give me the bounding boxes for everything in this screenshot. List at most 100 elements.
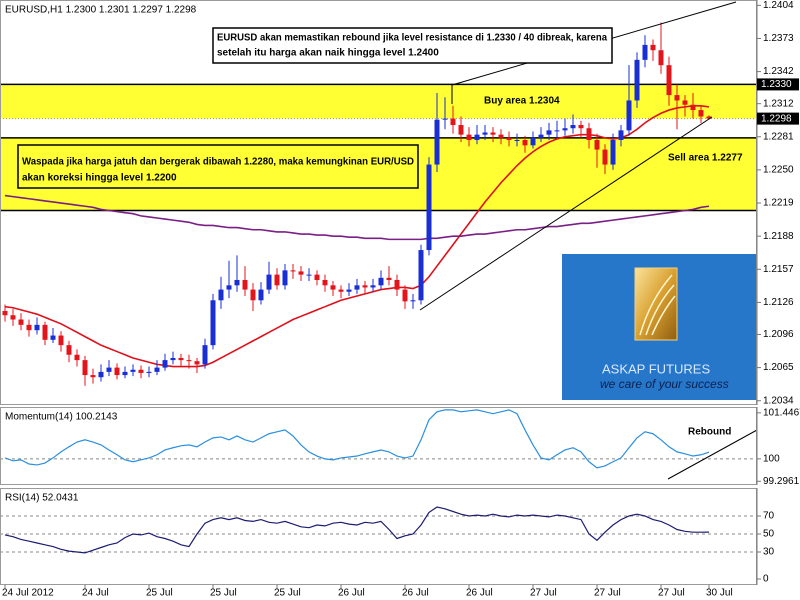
candle-body [290, 270, 296, 272]
candle-body [122, 371, 128, 376]
y-tick-label: 1.2373 [763, 33, 794, 44]
candle-body [114, 367, 120, 376]
x-tick-label: 27 Jul [530, 588, 557, 599]
candle-body [226, 285, 232, 290]
y-tick-label: 1.2157 [763, 264, 794, 275]
candle-body [642, 44, 648, 60]
candle-body [578, 125, 584, 129]
x-tick-label: 25 Jul [210, 588, 237, 599]
y-tick-label: 1.2281 [763, 131, 794, 142]
candle-body [242, 279, 248, 290]
candle-body [522, 139, 528, 146]
price-marker-label: 1.2330 [761, 79, 792, 90]
candle-body [586, 128, 592, 140]
candle-body [298, 271, 304, 275]
marks-layer [2, 22, 712, 554]
candle-body [498, 134, 504, 138]
candle-body [434, 119, 440, 165]
candle-body [386, 277, 392, 280]
candle-body [554, 130, 560, 132]
candle-body [218, 289, 224, 301]
candle-body [602, 149, 608, 165]
candle-body [186, 360, 192, 362]
logo-tagline: we care of your success [600, 377, 729, 391]
price-marker-label: 1.2298 [761, 113, 792, 124]
candle-body [618, 130, 624, 140]
x-tick-label: 27 Jul [594, 588, 621, 599]
logo-mark [639, 274, 676, 336]
x-tick-label: 25 Jul [146, 588, 173, 599]
note-text: Sell area 1.2277 [668, 153, 743, 164]
candle-body [546, 130, 552, 135]
candle-body [594, 139, 600, 150]
candle-body [202, 345, 208, 365]
candle-body [674, 95, 680, 101]
candle-body [330, 285, 336, 290]
candle-body [666, 65, 672, 96]
candle-body [634, 59, 640, 101]
candle-body [274, 274, 280, 286]
candle-body [162, 360, 168, 368]
candle-body [98, 371, 104, 378]
candle-body [442, 118, 448, 120]
note-text: Buy area 1.2304 [484, 96, 560, 107]
candle-body [314, 274, 320, 280]
price-marker [757, 78, 799, 91]
candle-body [450, 118, 456, 126]
y-tick-label: 1.2312 [763, 98, 794, 109]
candle-body [210, 300, 216, 346]
candle-body [194, 361, 200, 365]
moving-average [4, 104, 710, 368]
y-tick-label: 1.2034 [763, 395, 794, 406]
candle-body [474, 134, 480, 140]
candle-body [234, 279, 240, 286]
x-tick-label: 26 Jul [338, 588, 365, 599]
candle-body [250, 289, 256, 301]
candle-body [514, 139, 520, 141]
candle-body [354, 285, 360, 290]
trend-line [667, 429, 758, 480]
x-tick-label: 27 Jul [658, 588, 685, 599]
note-text: EURUSD akan memastikan rebound jika leve… [217, 33, 607, 44]
candle-body [266, 274, 272, 290]
y-tick-label: 30 [763, 547, 775, 558]
candle-body [370, 285, 376, 288]
candle-body [50, 335, 56, 340]
note-text: Waspada jika harga jatuh dan bergerak di… [22, 157, 414, 168]
candle-body [18, 319, 24, 325]
y-tick-label: 1.2250 [763, 165, 794, 176]
candle-body [538, 134, 544, 138]
y-tick-label: 1.2188 [763, 231, 794, 242]
y-tick-label: 101.4467 [763, 407, 800, 418]
moving-average [4, 194, 710, 241]
candle-body [402, 289, 408, 302]
front-layer: EURUSD akan memastikan rebound jika leve… [17, 1, 758, 480]
candle-body [458, 125, 464, 135]
y-tick-label: 1.2065 [763, 362, 794, 373]
x-tick-label: 26 Jul [402, 588, 429, 599]
candle-body [418, 250, 424, 301]
note-text: Rebound [688, 427, 731, 438]
panel-title: RSI(14) 52.0431 [5, 493, 79, 504]
candle-body [338, 289, 344, 292]
candle-body [2, 310, 8, 316]
candle-body [650, 44, 656, 51]
candle-body [394, 279, 400, 290]
trend-line [419, 116, 713, 311]
candle-body [66, 345, 72, 355]
candle-body [58, 335, 64, 346]
candle-body [706, 116, 712, 119]
x-tick-label: 24 Jul [82, 588, 109, 599]
candle-body [34, 324, 40, 331]
panel-title: Momentum(14) 100.2143 [5, 412, 118, 423]
x-tick-label: 30 Jul [706, 588, 733, 599]
candle-body [322, 279, 328, 286]
candle-body [154, 367, 160, 372]
panel-title: EURUSD,H1 1.2300 1.2301 1.2297 1.2298 [5, 5, 197, 16]
candle-body [170, 357, 176, 361]
candle-body [490, 132, 496, 135]
candle-body [106, 367, 112, 372]
candle-body [378, 277, 384, 286]
